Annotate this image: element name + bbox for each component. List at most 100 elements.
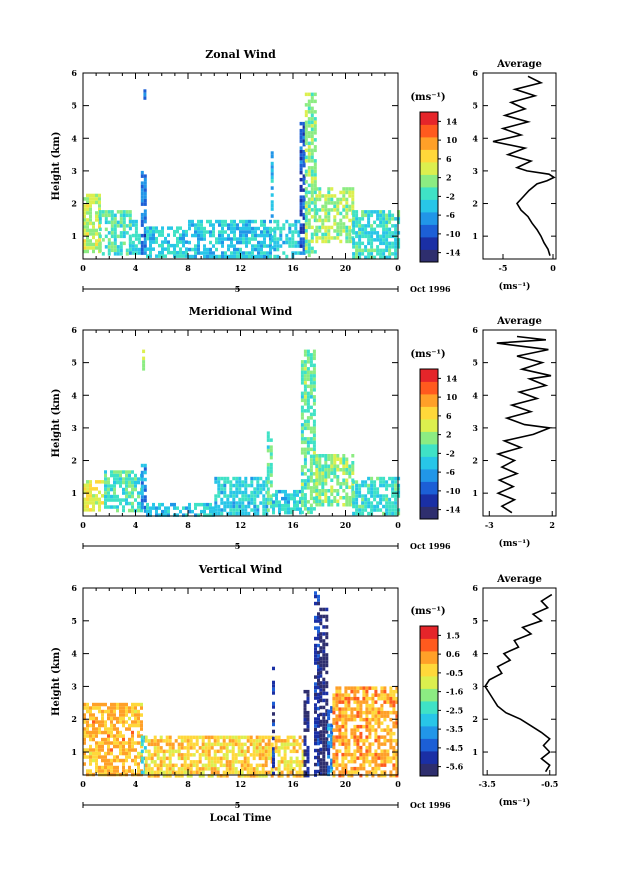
heatmap-cell xyxy=(86,249,89,254)
heatmap-cell xyxy=(286,767,290,771)
x-tick-label: 8 xyxy=(185,520,191,530)
heatmap-cell xyxy=(319,660,323,664)
heatmap-cell xyxy=(113,706,116,710)
heatmap-cell xyxy=(92,501,95,505)
heatmap-cell xyxy=(319,768,323,773)
heatmap-cell xyxy=(231,753,235,757)
heatmap-cell xyxy=(314,689,317,693)
heatmap-cell xyxy=(131,734,134,738)
heatmap-cell xyxy=(110,730,113,735)
heatmap-cell xyxy=(119,758,122,763)
heatmap-cell xyxy=(338,763,342,767)
heatmap-cell xyxy=(254,254,257,259)
heatmap-cell xyxy=(352,497,356,502)
heatmap-cell xyxy=(367,483,371,488)
heatmap-cell xyxy=(353,742,357,746)
heatmap-cell xyxy=(327,748,331,752)
heatmap-cell xyxy=(220,490,224,495)
heatmap-cell xyxy=(333,215,337,219)
heatmap-cell xyxy=(89,716,92,721)
heatmap-cell xyxy=(173,506,176,510)
heatmap-cell xyxy=(306,447,310,452)
colorbar-tick-label: 14 xyxy=(446,116,458,126)
heatmap-cell xyxy=(217,487,221,491)
heatmap-cell xyxy=(339,201,343,205)
heatmap-cell xyxy=(359,735,363,739)
heatmap-cell xyxy=(312,395,316,399)
heatmap-cell xyxy=(377,738,381,743)
heatmap-cell xyxy=(182,506,185,510)
heatmap-cell xyxy=(313,131,317,135)
heatmap-cell xyxy=(220,487,224,491)
heatmap-cell xyxy=(304,134,308,139)
heatmap-cell xyxy=(128,244,132,248)
heatmap-cell xyxy=(388,245,392,249)
heatmap-cell xyxy=(119,231,123,235)
heatmap-cell xyxy=(144,756,148,761)
heatmap-cell xyxy=(228,763,232,768)
heatmap-cell xyxy=(101,769,104,773)
heatmap-cell xyxy=(284,500,287,504)
heatmap-cell xyxy=(95,211,98,215)
heatmap-cell xyxy=(195,770,199,775)
heatmap-cell xyxy=(322,642,326,647)
heatmap-cell xyxy=(291,240,295,245)
heatmap-cell xyxy=(322,660,326,664)
heatmap-cell xyxy=(98,508,101,512)
heatmap-cell xyxy=(113,498,116,502)
heatmap-cell xyxy=(327,744,331,749)
heatmap-cell xyxy=(161,502,164,507)
heatmap-cell xyxy=(89,197,92,201)
heatmap-cell xyxy=(86,709,89,714)
heatmap-cell xyxy=(238,508,242,512)
heatmap-cell xyxy=(242,219,245,224)
heatmap-cell xyxy=(321,468,325,472)
heatmap-cell xyxy=(110,227,114,232)
heatmap-cell xyxy=(377,752,381,757)
heatmap-cell xyxy=(303,773,307,778)
heatmap-cell xyxy=(161,509,164,514)
heatmap-cell xyxy=(113,491,116,495)
heatmap-cell xyxy=(380,752,384,757)
heatmap-cell xyxy=(156,756,160,761)
heatmap-cell xyxy=(244,511,248,516)
heatmap-cell xyxy=(322,684,326,689)
heatmap-cell xyxy=(89,762,92,766)
heatmap-cell xyxy=(198,753,202,757)
heatmap-cell xyxy=(309,377,313,382)
heatmap-cell xyxy=(269,244,272,248)
heatmap-cell xyxy=(125,501,128,506)
heatmap-cell xyxy=(368,696,372,701)
heatmap-cell xyxy=(260,240,263,245)
heatmap-cell xyxy=(344,745,348,750)
heatmap-cell xyxy=(368,721,372,725)
heatmap-cell xyxy=(325,740,329,745)
heatmap-cell xyxy=(299,209,303,213)
heatmap-cell xyxy=(358,490,362,495)
heatmap-cell xyxy=(327,208,331,212)
heatmap-cell xyxy=(113,241,117,246)
heatmap-cell xyxy=(266,251,269,255)
colorbar-unit: (ms⁻¹) xyxy=(410,92,445,103)
heatmap-cell xyxy=(89,232,92,236)
heatmap-cell xyxy=(388,511,392,516)
heatmap-cell xyxy=(128,234,132,239)
heatmap-cell xyxy=(314,741,317,746)
heatmap-cell xyxy=(244,490,248,495)
heatmap-cell xyxy=(315,232,319,237)
heatmap-cell xyxy=(290,510,293,515)
heatmap-cell xyxy=(140,212,144,217)
heatmap-cell xyxy=(365,686,369,690)
heatmap-cell xyxy=(270,228,274,232)
heatmap-cell xyxy=(237,774,241,778)
heatmap-cell xyxy=(300,391,304,396)
heatmap-cell xyxy=(322,761,326,766)
heatmap-cell xyxy=(327,772,331,777)
heatmap-cell xyxy=(362,724,366,729)
heatmap-cell xyxy=(131,723,134,728)
heatmap-cell xyxy=(394,501,398,505)
heatmap-cell xyxy=(358,494,362,498)
y-tick-label: 5 xyxy=(71,616,77,626)
heatmap-cell xyxy=(174,739,178,743)
heatmap-cell xyxy=(262,504,266,509)
